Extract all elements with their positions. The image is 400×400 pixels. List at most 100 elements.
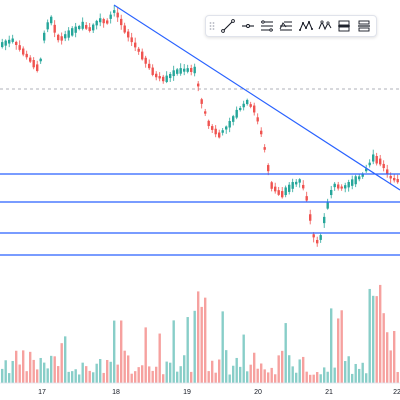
grip-dots-icon[interactable] <box>208 19 215 33</box>
candle-body <box>323 216 326 224</box>
candle-body <box>260 130 263 135</box>
date-label-17: 17 <box>38 389 46 396</box>
volume-bar <box>221 311 224 383</box>
candle-body <box>277 190 280 195</box>
volume-bar <box>207 371 210 383</box>
candle-body <box>365 168 368 172</box>
volume-bar <box>190 371 193 383</box>
volume-bar <box>326 371 329 383</box>
candle-body <box>39 58 42 62</box>
candle-body <box>99 18 102 23</box>
candle-body <box>1 42 4 48</box>
candle-body <box>78 25 81 30</box>
volume-bar <box>158 333 161 383</box>
candle-body <box>291 182 294 189</box>
candle-body <box>358 176 361 180</box>
candle-body <box>81 21 84 29</box>
volume-bar <box>176 371 179 383</box>
horizontal-ray-tool[interactable] <box>239 16 257 36</box>
volume-bar <box>211 360 214 383</box>
price-panel[interactable] <box>1 5 399 247</box>
candle-body <box>295 181 298 185</box>
candle-body <box>382 163 385 169</box>
volume-bar <box>78 374 81 383</box>
candle-body <box>169 73 172 79</box>
candle-body <box>8 39 11 44</box>
date-label-22: 22 <box>393 389 400 396</box>
volume-bar <box>169 362 172 383</box>
candle-body <box>368 162 371 166</box>
candle-body <box>312 234 315 238</box>
candle-body <box>53 24 56 33</box>
short-position-tool[interactable] <box>355 16 373 36</box>
candle-body <box>123 25 126 33</box>
candle-body <box>176 69 179 74</box>
volume-bar <box>116 364 119 383</box>
candle-body <box>225 126 228 130</box>
volume-bar <box>295 372 298 383</box>
candle-body <box>106 20 109 24</box>
candle-body <box>29 57 32 62</box>
candle-body <box>232 116 235 122</box>
zigzag-pattern-tool[interactable] <box>316 16 334 36</box>
volume-bar <box>368 288 371 383</box>
candle-body <box>393 178 396 181</box>
candle-body <box>190 67 193 73</box>
volume-bar <box>162 374 165 383</box>
candle-body <box>144 57 147 64</box>
parallel-channel-tool[interactable] <box>258 16 276 36</box>
candle-body <box>67 30 70 38</box>
volume-bar <box>92 372 95 383</box>
time-axis[interactable]: 17 18 19 20 21 22 <box>38 389 400 396</box>
candle-body <box>379 158 382 165</box>
candle-body <box>288 184 291 192</box>
candle-body <box>302 184 305 189</box>
xabcd-pattern-tool[interactable] <box>297 16 315 36</box>
candle-body <box>32 60 35 68</box>
candle-body <box>319 235 322 240</box>
candle-body <box>340 186 343 189</box>
candle-body <box>172 70 175 77</box>
candle-body <box>372 154 375 162</box>
drawing-toolbar[interactable] <box>205 15 377 37</box>
candle-body <box>22 48 25 55</box>
volume-bar <box>361 362 364 383</box>
volume-bar <box>71 371 74 383</box>
candle-body <box>211 126 214 130</box>
candle-body <box>214 128 217 135</box>
volume-bar <box>330 308 333 383</box>
volume-bar <box>74 369 77 383</box>
volume-bar <box>344 361 347 383</box>
candle-body <box>116 12 119 18</box>
candle-body <box>127 31 130 38</box>
volume-bar <box>270 367 273 383</box>
volume-bar <box>319 374 322 383</box>
long-position-tool[interactable] <box>335 16 353 36</box>
candle-body <box>193 66 196 74</box>
volume-bar <box>340 310 343 383</box>
date-label-20: 20 <box>254 389 262 396</box>
volume-bar <box>11 360 14 383</box>
candle-body <box>88 27 91 31</box>
candle-body <box>204 111 207 114</box>
trend-line-tool[interactable] <box>219 16 237 36</box>
volume-bar <box>144 327 147 383</box>
volume-bar <box>386 332 389 383</box>
volume-bar <box>25 371 28 383</box>
fib-retracement-tool[interactable] <box>277 16 295 36</box>
candle-body <box>249 104 252 107</box>
candle-body <box>354 176 357 185</box>
candle-body <box>183 68 186 72</box>
candle-body <box>197 83 200 87</box>
trend-line[interactable] <box>113 4 400 191</box>
volume-bar <box>298 359 301 383</box>
volume-bar <box>183 355 186 383</box>
candle-body <box>64 34 67 39</box>
volume-bar <box>88 370 91 383</box>
candle-body <box>155 73 158 78</box>
volume-bar <box>172 320 175 383</box>
volume-bar <box>99 359 102 383</box>
